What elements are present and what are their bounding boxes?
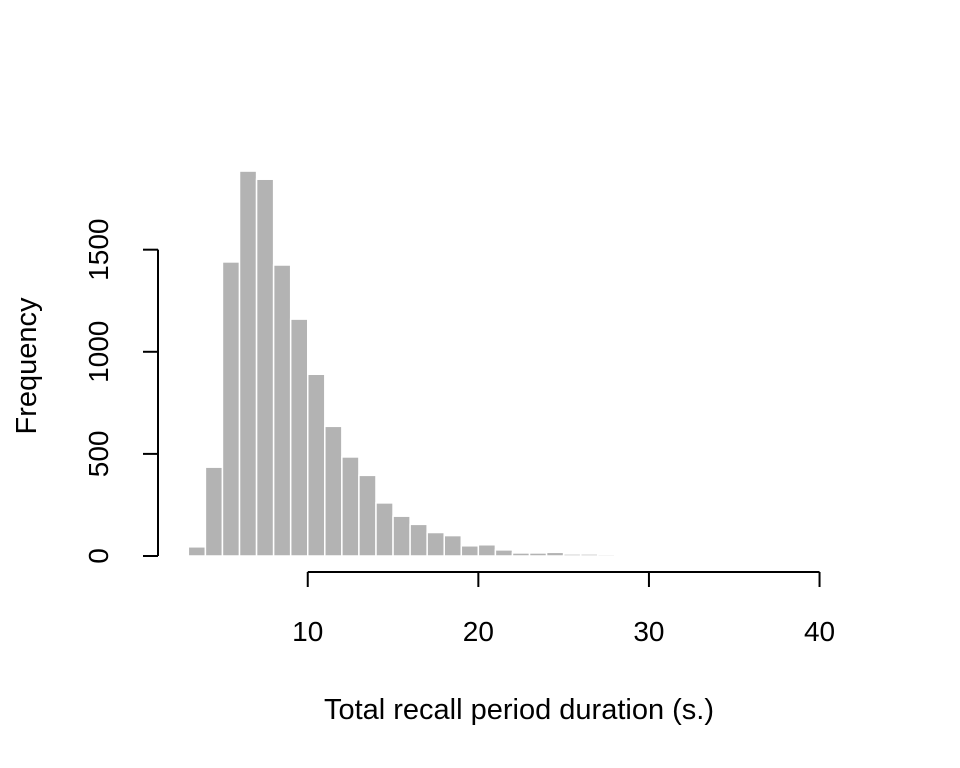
x-axis-title: Total recall period duration (s.) [324,694,714,726]
histogram-bar [597,553,616,557]
histogram-bar [272,264,292,557]
histogram-bar [477,544,497,557]
histogram-bar [511,552,531,557]
histogram-bar [255,178,275,557]
x-tick-label: 10 [292,616,323,647]
histogram-bar [665,554,684,557]
histogram-bar [221,261,241,557]
y-axis: 0 500 1000 1500 [83,219,159,564]
histogram-bar [204,466,224,557]
histogram-bar [358,474,377,557]
x-axis: 10 20 30 40 [292,571,835,647]
y-tick-label: 1000 [83,321,114,383]
histogram-bar [324,425,343,557]
histogram-bar [306,373,326,557]
histogram-bar [392,515,411,557]
histogram-bar [631,554,650,557]
histogram-bars [187,170,684,557]
histogram-bar [494,549,514,557]
y-tick-label: 1500 [83,219,114,281]
x-tick-label: 40 [804,616,835,647]
histogram-bar [238,170,258,557]
histogram-bar [579,553,599,557]
histogram-bar [341,456,360,557]
x-tick-label: 20 [463,616,494,647]
histogram-bar [614,554,633,557]
histogram-bar [187,546,207,557]
histogram-bar [443,534,463,557]
histogram-bar [648,554,667,557]
histogram-bar [545,551,565,557]
histogram-bar [460,545,480,557]
y-tick-label: 0 [83,548,114,564]
y-axis-title: Frequency [11,297,43,435]
histogram-bar [528,552,548,557]
histogram-bar [562,553,582,557]
histogram-bar [409,523,428,557]
histogram-bar [375,502,394,557]
histogram-bar [289,318,309,557]
x-tick-label: 30 [633,616,664,647]
y-tick-label: 500 [83,431,114,478]
histogram-bar [426,531,445,557]
